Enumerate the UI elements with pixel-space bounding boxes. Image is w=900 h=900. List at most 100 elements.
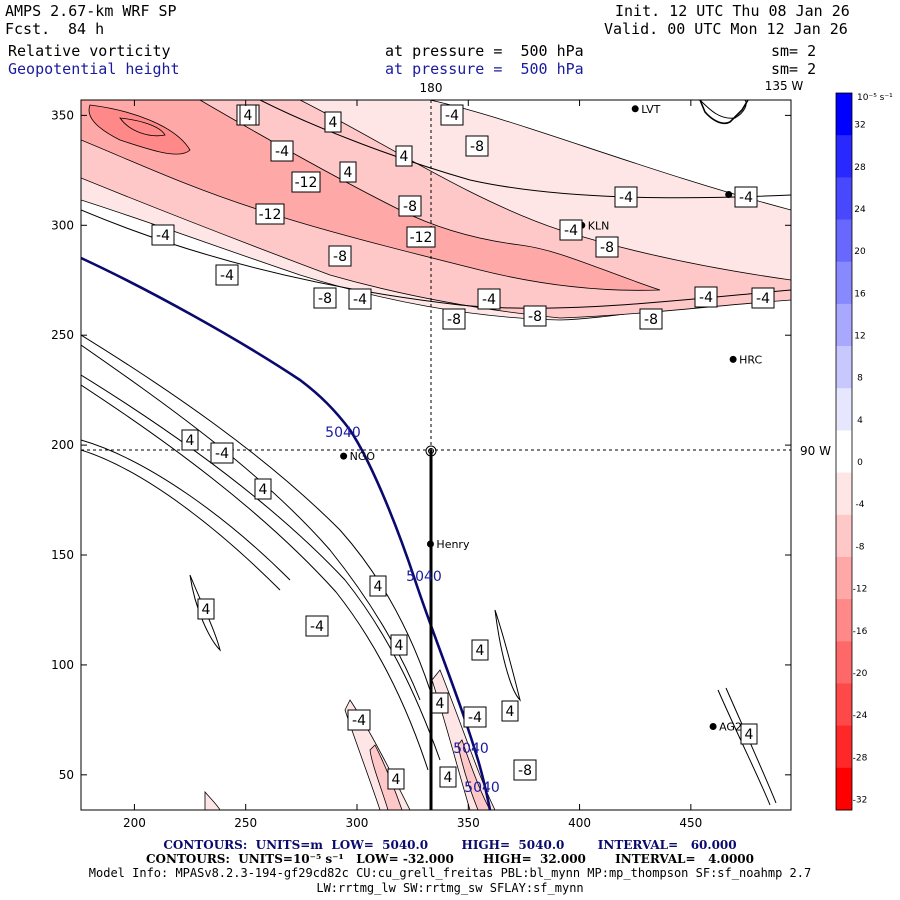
svg-text:-12: -12 [259,207,282,223]
vorticity-contour-label: -4 [151,224,175,246]
colorbar-level-label: -8 [856,542,865,552]
plot-frame [80,99,792,811]
footer-height-contours: CONTOURS: UNITS=m LOW= 5040.0 HIGH= 5040… [163,838,737,852]
vorticity-contour-label: -8 [639,308,663,330]
svg-text:-8: -8 [403,199,417,215]
x-tick-label: 400 [568,816,591,830]
vorticity-contour-label: 4 [369,575,387,597]
station-marker [725,191,733,199]
station-marker [340,452,348,460]
svg-text:-8: -8 [470,139,484,155]
svg-text:4: 4 [244,108,253,124]
y-tick-label: 150 [51,548,74,562]
colorbar-level-label: -4 [856,500,865,510]
vorticity-contour-label: -4 [463,706,487,728]
vorticity-contour-label: 4 [501,700,519,722]
vorticity-contour-label: 4 [239,104,257,126]
contour-line [725,687,777,804]
field2-smoothing: sm= 2 [771,60,817,78]
colorbar-level-label: 8 [857,374,863,384]
vorticity-contour-label: -4 [347,709,371,731]
y-tick-label: 50 [59,768,74,782]
svg-text:-4: -4 [699,290,713,306]
colorbar-swatch [836,725,852,769]
footer-model-info: Model Info: MPASv8.2.3-194-gf29cd82c CU:… [88,866,812,880]
contour-line [81,334,431,691]
svg-text:4: 4 [436,696,445,712]
vorticity-contour-label: -12 [255,203,285,225]
colorbar-swatch [836,599,852,642]
field-layer: LVTBDSKLNHRCNGOHenryAG2 -44-44-8-44-12-8… [81,100,791,810]
svg-text:-8: -8 [318,291,332,307]
vorticity-contour-label: -8 [328,245,352,267]
colorbar-level-label: -32 [853,795,868,805]
svg-text:-4: -4 [445,108,459,124]
vorticity-contour-label: -8 [465,135,489,157]
forecast-hour: 84 h [68,20,105,38]
svg-text:-4: -4 [352,713,366,729]
vorticity-contour-label: -4 [305,615,329,637]
vorticity-contour-label: -8 [442,308,466,330]
colorbar-swatch [836,472,852,516]
pole-marker-inner [428,448,434,454]
vorticity-contour-label: -12 [406,226,436,248]
colorbar-swatch [836,514,852,558]
svg-text:4: 4 [259,482,268,498]
vorticity-fill-minus16-core-2 [119,117,166,137]
station-label-ngo: NGO [350,450,376,463]
height-contour-label: 5040 [325,425,361,441]
colorbar-swatch [836,683,852,727]
x-tick-label: 300 [346,816,369,830]
colorbar-level-label: 0 [857,458,863,468]
svg-text:4: 4 [400,149,409,165]
vorticity-contour-label: -4 [694,286,718,308]
pole-marker [425,445,437,457]
colorbar-level-label: 4 [857,416,863,426]
vorticity-contour-label: -4 [477,288,501,310]
station-marker [631,105,639,113]
vorticity-labels-layer: -4 4 -4 4 -8 -4 4 -12 -8 -4 -4 -12 -12 -4 -8 -4 -8 -4 -8 -4… [151,104,775,790]
svg-text:-12: -12 [410,230,433,246]
y-tick-label: 200 [51,438,74,452]
vorticity-contour-label: -12 [291,171,321,193]
colorbar-swatch [836,261,852,305]
colorbar-level-label: -28 [853,753,868,763]
vorticity-contour-label: -4 [210,442,234,464]
contour-line [189,574,221,652]
svg-text:4: 4 [392,772,401,788]
svg-text:-4: -4 [310,619,324,635]
vorticity-contour-label: 4 [390,634,408,656]
svg-text:4: 4 [745,727,754,743]
x-tick-label: 450 [679,816,702,830]
svg-text:-4: -4 [220,268,234,284]
contour-line [494,609,521,702]
svg-text:-4: -4 [739,190,753,206]
colorbar-swatch [836,556,852,600]
field2-level: at pressure = 500 hPa [385,60,584,78]
colorbar-swatch [836,641,852,684]
map-plot: LVTBDSKLNHRCNGOHenryAG2 -44-44-8-44-12-8… [51,79,893,830]
vorticity-contour-label: -8 [398,195,422,217]
contour-line [81,209,791,309]
svg-text:-8: -8 [447,312,461,328]
station-marker [709,722,717,730]
x-axis: 200 250 300 350 400 450 [123,100,702,830]
colorbar-level-label: 12 [854,332,865,342]
forecast-label: Fcst. [5,20,51,38]
vorticity-fill-lower-band-3 [204,790,221,810]
y-tick-label: 300 [51,218,74,232]
svg-text:-4: -4 [564,223,578,239]
vorticity-contour-label: 4 [395,145,413,167]
station-label-lvt: LVT [641,103,660,116]
colorbar-swatch [836,93,852,136]
colorbar-swatch [836,303,852,347]
colorbar-unit-label: 10⁻⁵ s⁻¹ [857,93,893,103]
colorbar-swatch [836,219,852,263]
vorticity-fill-lower-band-core [369,744,403,810]
colorbar-level-label: -16 [853,627,868,637]
station-label-ag2: AG2 [719,720,742,733]
vorticity-contour-label: -4 [348,288,372,310]
vorticity-contour-label: -4 [270,140,294,162]
field2-name: Geopotential height [8,60,180,78]
svg-text:4: 4 [374,579,383,595]
